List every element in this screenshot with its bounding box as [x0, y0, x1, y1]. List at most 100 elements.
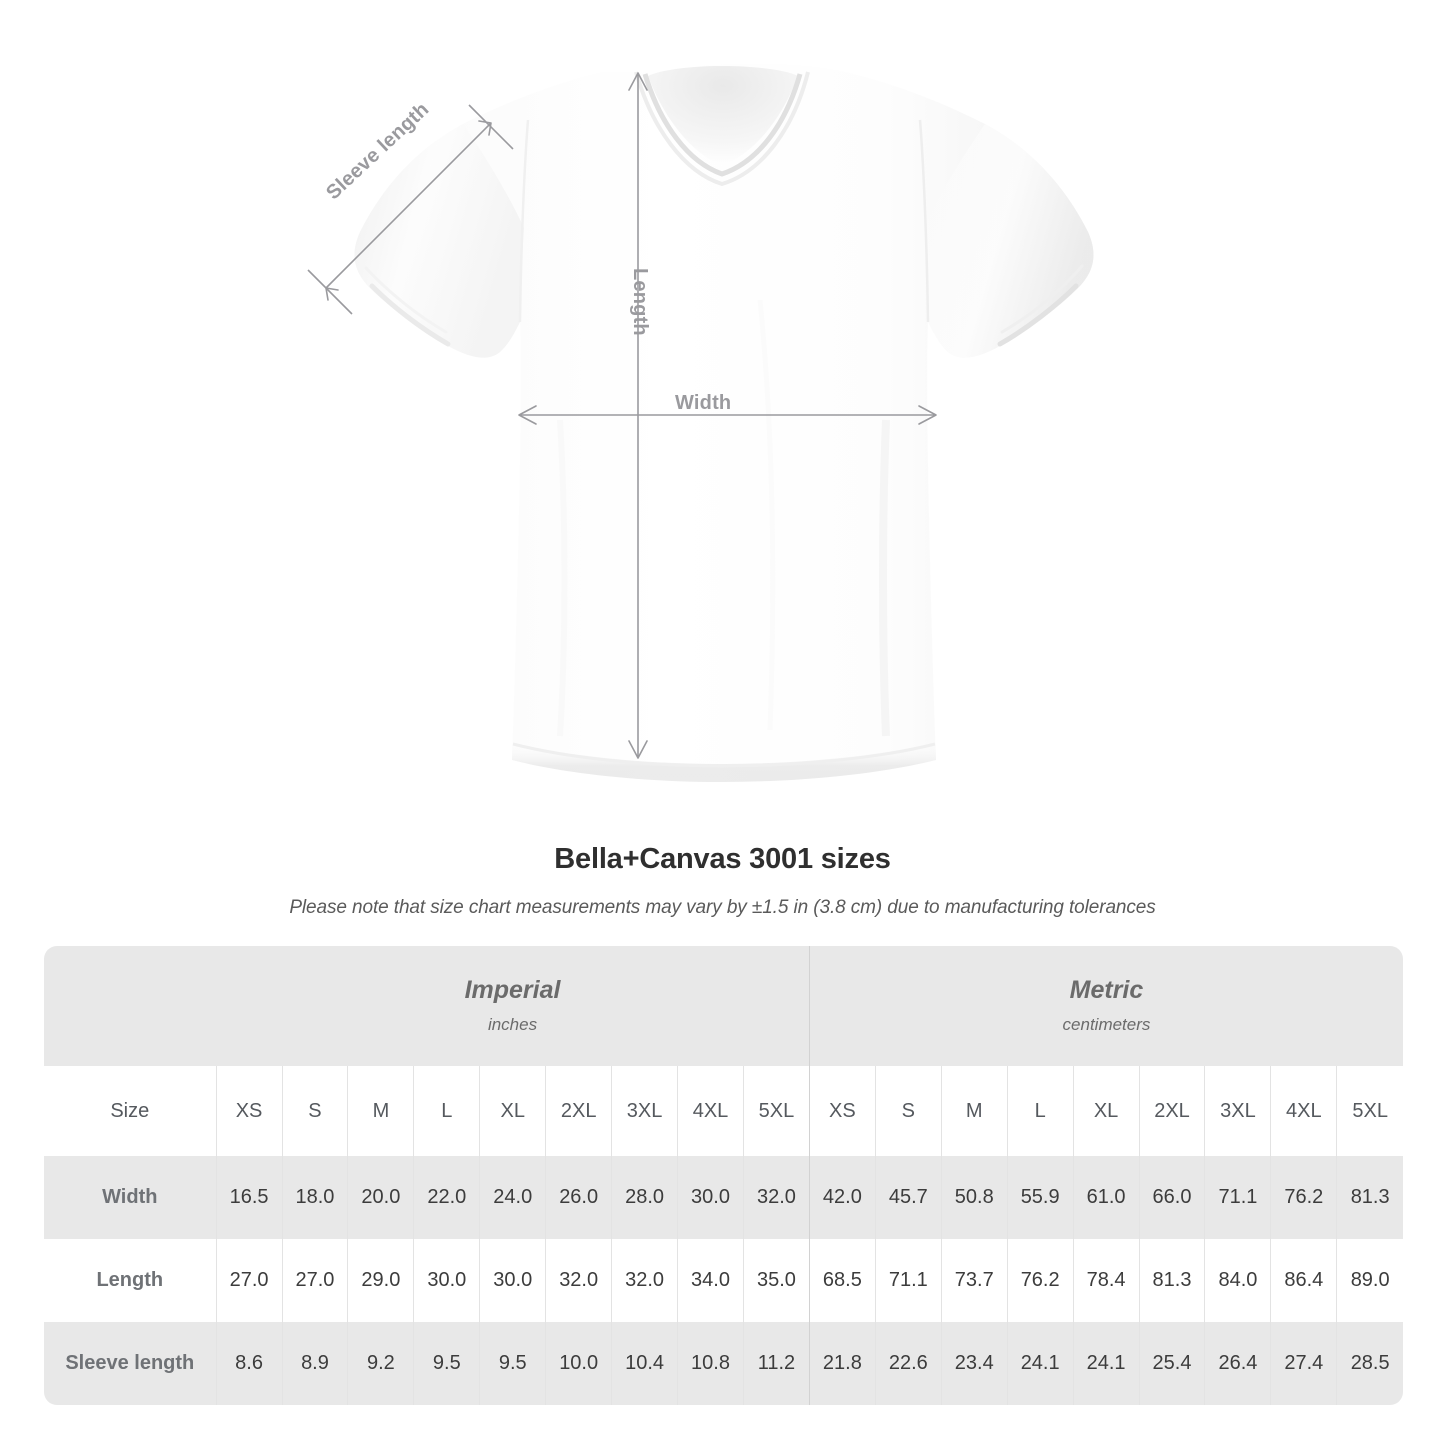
size-header-cell: L — [413, 1066, 480, 1156]
tshirt-illustration: Sleeve length Length Width — [307, 63, 1094, 782]
unit-group-metric: Metric centimeters — [808, 946, 1403, 1066]
table-row: Length 27.0 27.0 29.0 30.0 30.0 32.0 32.0 34.0 35… — [44, 1239, 1403, 1322]
unit-group-metric-name: Metric — [1069, 975, 1144, 1004]
table-row: Sleeve length 8.6 8.9 9.2 9.5 9.5 10.0 10.4 10.8… — [44, 1322, 1403, 1405]
measurement-cell: 32.0 — [611, 1239, 678, 1322]
measurement-cell: 71.1 — [874, 1239, 942, 1322]
measurement-cell: 16.5 — [215, 1156, 283, 1239]
size-header-cell: 3XL — [611, 1066, 678, 1156]
measurement-cell: 26.0 — [545, 1156, 612, 1239]
size-header-cell: XS — [215, 1066, 283, 1156]
measurement-cell: 24.0 — [479, 1156, 546, 1239]
measurement-cell: 35.0 — [742, 1239, 810, 1322]
measurement-cell: 10.4 — [611, 1322, 678, 1405]
measurement-cell: 84.0 — [1204, 1239, 1271, 1322]
width-annotation-label: Width — [675, 392, 732, 414]
measurement-cell: 23.4 — [940, 1322, 1008, 1405]
size-header-cell: 2XL — [1138, 1066, 1205, 1156]
size-header-cell: 4XL — [1270, 1066, 1337, 1156]
row-label: Length — [44, 1239, 217, 1322]
table-row: Width 16.5 18.0 20.0 22.0 24.0 26.0 28.0 30.0 32.… — [44, 1156, 1403, 1239]
measurement-cell: 45.7 — [874, 1156, 942, 1239]
measurement-cell: 76.2 — [1270, 1156, 1337, 1239]
measurement-cell: 21.8 — [808, 1322, 876, 1405]
measurement-cell: 50.8 — [940, 1156, 1008, 1239]
measurement-cell: 9.5 — [413, 1322, 480, 1405]
tshirt-diagram — [307, 63, 1094, 782]
measurement-cell: 30.0 — [677, 1156, 744, 1239]
size-header-cell: L — [1006, 1066, 1074, 1156]
row-label: Width — [44, 1156, 217, 1239]
measurement-cell: 8.9 — [281, 1322, 348, 1405]
measurement-cell: 28.0 — [611, 1156, 678, 1239]
unit-group-metric-sub: centimeters — [1062, 1015, 1151, 1035]
measurement-cell: 32.0 — [545, 1239, 612, 1322]
measurement-cell: 25.4 — [1138, 1322, 1205, 1405]
size-header-cell: M — [940, 1066, 1008, 1156]
tshirt-body-shape — [354, 63, 1094, 782]
measurement-cell: 73.7 — [940, 1239, 1008, 1322]
measurement-cell: 42.0 — [808, 1156, 876, 1239]
size-header-cell: S — [874, 1066, 942, 1156]
measurement-cell: 8.6 — [215, 1322, 283, 1405]
measurement-cell: 61.0 — [1072, 1156, 1140, 1239]
unit-group-row: Imperial inches Metric centimeters — [44, 946, 1403, 1066]
unit-band-spacer — [44, 946, 217, 1066]
size-header-cell: XL — [1072, 1066, 1140, 1156]
size-header-cell: XS — [808, 1066, 876, 1156]
size-header-cell: 3XL — [1204, 1066, 1271, 1156]
width-arrow — [518, 405, 937, 425]
measurement-cell: 26.4 — [1204, 1322, 1271, 1405]
measurement-cell: 78.4 — [1072, 1239, 1140, 1322]
measurement-cell: 27.0 — [281, 1239, 348, 1322]
sleeve-length-arrow — [307, 104, 514, 315]
measurement-cell: 30.0 — [479, 1239, 546, 1322]
size-header-cell: XL — [479, 1066, 546, 1156]
measurement-cell: 24.1 — [1072, 1322, 1140, 1405]
measurement-cell: 22.0 — [413, 1156, 480, 1239]
unit-group-imperial-name: Imperial — [464, 975, 561, 1004]
unit-group-imperial-sub: inches — [487, 1015, 538, 1035]
measurement-cell: 29.0 — [347, 1239, 414, 1322]
measurement-cell: 28.5 — [1336, 1322, 1403, 1405]
measurement-cell: 34.0 — [677, 1239, 744, 1322]
measurement-cell: 55.9 — [1006, 1156, 1074, 1239]
measurement-cell: 18.0 — [281, 1156, 348, 1239]
measurement-cell: 32.0 — [742, 1156, 810, 1239]
measurement-cell: 27.0 — [215, 1239, 283, 1322]
measurement-cell: 9.5 — [479, 1322, 546, 1405]
measurement-cell: 81.3 — [1138, 1239, 1205, 1322]
size-header-cell: M — [347, 1066, 414, 1156]
unit-group-imperial: Imperial inches — [216, 946, 810, 1066]
measurement-cell: 76.2 — [1006, 1239, 1074, 1322]
size-header-cell: 4XL — [677, 1066, 744, 1156]
size-header-cell: S — [281, 1066, 348, 1156]
size-header-cell: 2XL — [545, 1066, 612, 1156]
measurement-cell: 9.2 — [347, 1322, 414, 1405]
length-annotation-label: Length — [629, 268, 651, 336]
measurement-cell: 86.4 — [1270, 1239, 1337, 1322]
measurement-cell: 81.3 — [1336, 1156, 1403, 1239]
size-header-label: Size — [44, 1066, 217, 1156]
size-chart-table-container: Imperial inches Metric centimeters Size … — [44, 946, 1403, 1405]
size-chart-table: Imperial inches Metric centimeters Size … — [44, 946, 1403, 1405]
size-header-cell: 5XL — [1336, 1066, 1403, 1156]
measurement-arrows — [307, 72, 937, 759]
measurement-cell: 10.0 — [545, 1322, 612, 1405]
measurement-cell: 27.4 — [1270, 1322, 1337, 1405]
measurement-cell: 24.1 — [1006, 1322, 1074, 1405]
tolerance-note: Please note that size chart measurements… — [289, 897, 1156, 918]
measurement-cell: 10.8 — [677, 1322, 744, 1405]
title-block: Bella+Canvas 3001 sizes Please note that… — [0, 843, 1445, 919]
measurement-cell: 30.0 — [413, 1239, 480, 1322]
measurement-cell: 71.1 — [1204, 1156, 1271, 1239]
page-title: Bella+Canvas 3001 sizes — [554, 843, 891, 875]
measurement-cell: 11.2 — [742, 1322, 810, 1405]
measurement-cell: 66.0 — [1138, 1156, 1205, 1239]
measurement-cell: 22.6 — [874, 1322, 942, 1405]
size-header-cell: 5XL — [742, 1066, 810, 1156]
measurement-cell: 68.5 — [808, 1239, 876, 1322]
row-label: Sleeve length — [44, 1322, 217, 1405]
size-header-row: Size XS S M L XL 2XL 3XL 4XL 5XL XS S M L XL 2XL 3XL 4XL… — [44, 1066, 1403, 1156]
measurement-cell: 20.0 — [347, 1156, 414, 1239]
